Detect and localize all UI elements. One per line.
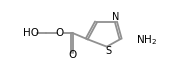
Text: NH$_2$: NH$_2$ [136, 33, 157, 47]
Text: N: N [112, 12, 120, 22]
Text: HO: HO [22, 28, 39, 38]
Text: O: O [56, 28, 64, 38]
Text: S: S [105, 46, 111, 56]
Text: O: O [68, 50, 76, 60]
